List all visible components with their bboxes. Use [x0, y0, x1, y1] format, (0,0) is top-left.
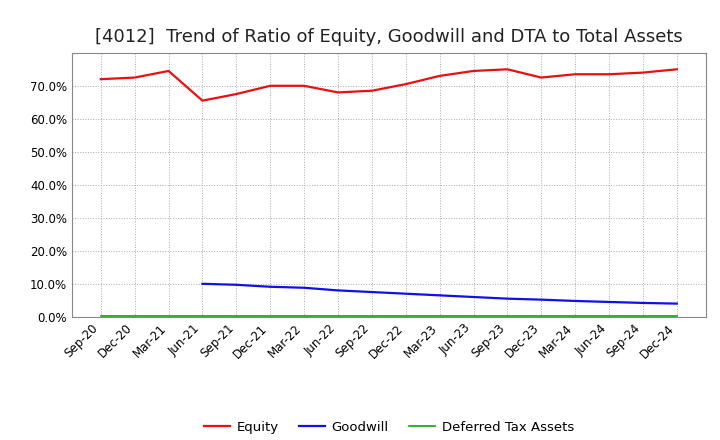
Goodwill	[333, 288, 342, 293]
Deferred Tax Assets	[436, 313, 444, 319]
Deferred Tax Assets	[130, 313, 139, 319]
Goodwill	[672, 301, 681, 306]
Equity	[672, 66, 681, 72]
Equity	[130, 75, 139, 80]
Deferred Tax Assets	[96, 313, 105, 319]
Equity	[571, 72, 580, 77]
Deferred Tax Assets	[164, 313, 173, 319]
Equity	[96, 77, 105, 82]
Deferred Tax Assets	[333, 313, 342, 319]
Deferred Tax Assets	[672, 313, 681, 319]
Equity	[402, 81, 410, 87]
Deferred Tax Assets	[402, 313, 410, 319]
Deferred Tax Assets	[503, 313, 512, 319]
Equity	[232, 92, 240, 97]
Deferred Tax Assets	[232, 313, 240, 319]
Deferred Tax Assets	[266, 313, 274, 319]
Goodwill	[232, 282, 240, 287]
Equity	[436, 73, 444, 78]
Equity	[605, 72, 613, 77]
Deferred Tax Assets	[300, 313, 308, 319]
Goodwill	[300, 285, 308, 290]
Equity	[198, 98, 207, 103]
Deferred Tax Assets	[537, 313, 546, 319]
Equity	[639, 70, 647, 75]
Deferred Tax Assets	[367, 313, 376, 319]
Goodwill	[537, 297, 546, 302]
Equity	[333, 90, 342, 95]
Equity	[537, 75, 546, 80]
Goodwill	[402, 291, 410, 297]
Goodwill	[605, 299, 613, 304]
Deferred Tax Assets	[639, 313, 647, 319]
Goodwill	[571, 298, 580, 304]
Deferred Tax Assets	[198, 313, 207, 319]
Title: [4012]  Trend of Ratio of Equity, Goodwill and DTA to Total Assets: [4012] Trend of Ratio of Equity, Goodwil…	[95, 28, 683, 46]
Goodwill	[639, 300, 647, 305]
Equity	[503, 66, 512, 72]
Deferred Tax Assets	[469, 313, 478, 319]
Equity	[367, 88, 376, 93]
Equity	[266, 83, 274, 88]
Deferred Tax Assets	[605, 313, 613, 319]
Goodwill	[436, 293, 444, 298]
Equity	[164, 68, 173, 73]
Legend: Equity, Goodwill, Deferred Tax Assets: Equity, Goodwill, Deferred Tax Assets	[199, 416, 579, 440]
Goodwill	[367, 290, 376, 295]
Goodwill	[469, 294, 478, 300]
Equity	[300, 83, 308, 88]
Line: Goodwill: Goodwill	[202, 284, 677, 304]
Goodwill	[503, 296, 512, 301]
Equity	[469, 68, 478, 73]
Goodwill	[266, 284, 274, 290]
Line: Equity: Equity	[101, 69, 677, 101]
Deferred Tax Assets	[571, 313, 580, 319]
Goodwill	[198, 281, 207, 286]
